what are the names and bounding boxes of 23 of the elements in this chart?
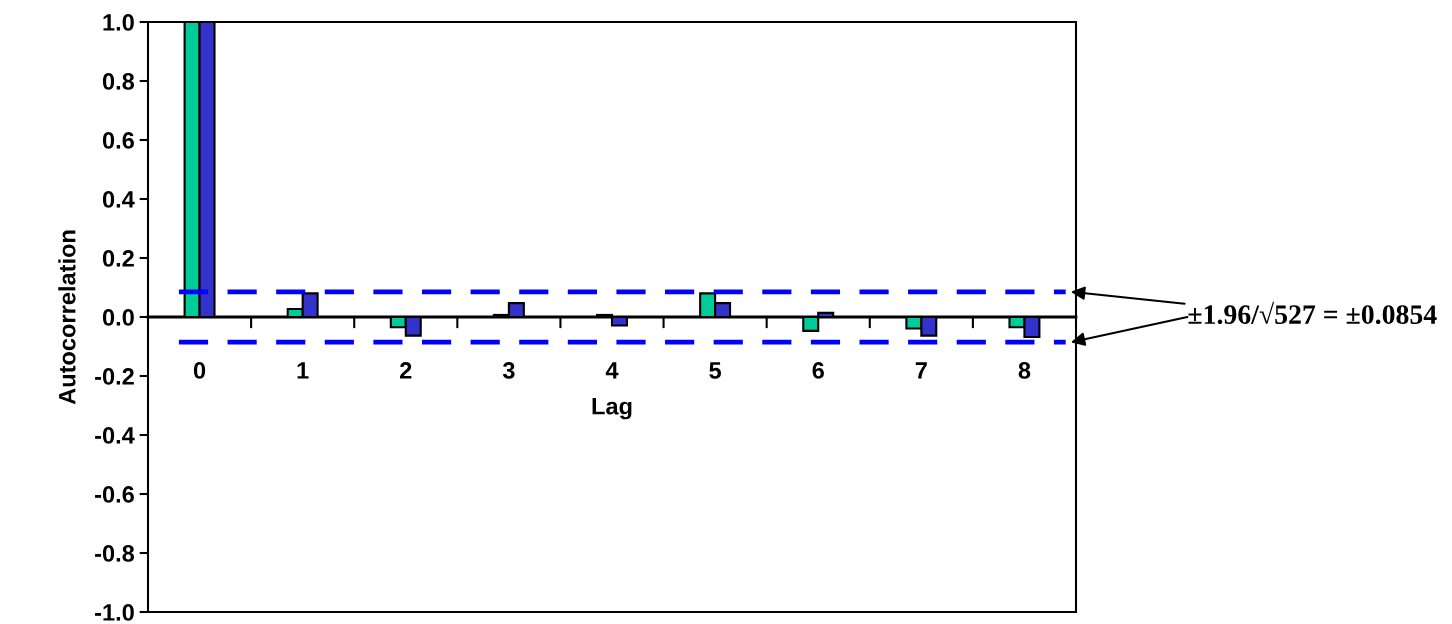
y-tick-label: 0.0 [102,309,134,326]
y-tick-label: -1.0 [95,604,134,621]
text: ±1.96/√527 = ±0.0854 [1188,301,1437,325]
y-axis-title: Autocorrelation [58,230,76,405]
y-tick-label: 0.8 [102,73,135,90]
x-tick-label: 5 [709,362,722,379]
y-tick-label: -0.4 [95,427,135,444]
x-tick-label: 0 [193,362,206,379]
x-tick-label: 7 [915,362,927,379]
x-tick-label: 8 [1018,362,1031,379]
x-tick-label: 3 [502,362,515,379]
x-tick-label: 4 [605,362,619,379]
x-tick-label: 6 [812,362,824,379]
y-tick-label: -0.6 [95,486,134,503]
x-tick-label: 1 [297,362,309,379]
y-tick-label: -0.2 [95,368,134,385]
x-tick-label: 2 [400,362,412,379]
x-axis-title: Lag [592,398,632,420]
y-tick-label: 0.2 [102,250,134,267]
y-tick-label: -0.8 [95,545,135,562]
y-tick-label: 0.6 [102,132,134,149]
y-tick-label: 1.0 [103,14,134,31]
y-tick-label: 0.4 [102,191,135,208]
